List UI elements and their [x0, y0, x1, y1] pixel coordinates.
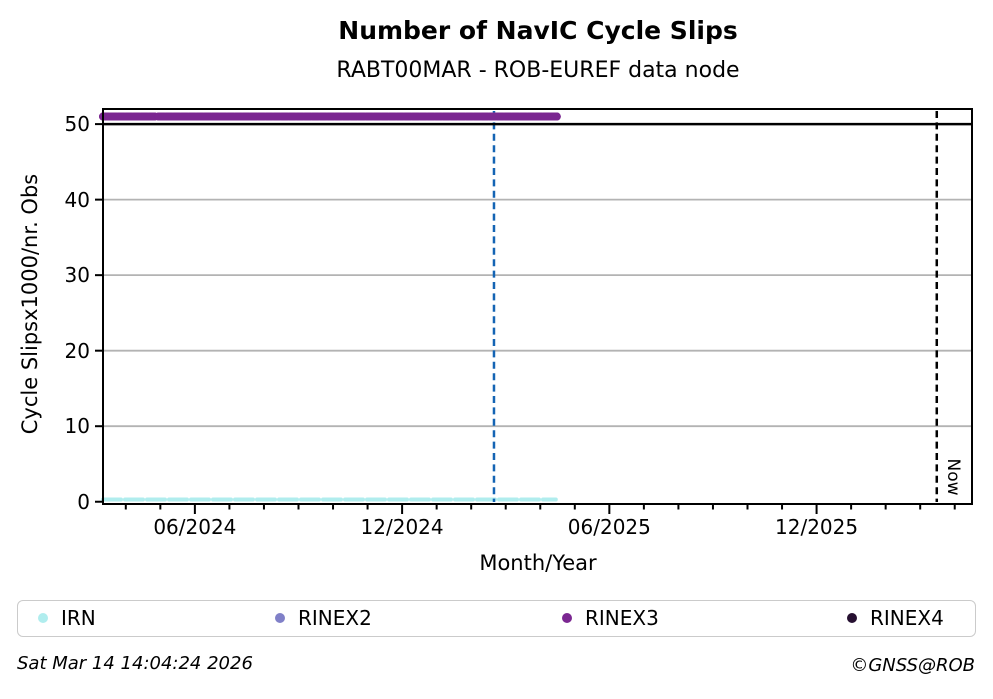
y-tick-label-0: 0 — [77, 489, 90, 514]
x-tick-label-06-2024: 06/2024 — [153, 515, 237, 539]
legend-label: RINEX3 — [585, 606, 659, 630]
legend-item-rinex3: RINEX3 — [562, 601, 659, 635]
y-tick-label-50: 50 — [64, 112, 90, 137]
legend: IRN RINEX2 RINEX3 RINEX4 — [17, 600, 976, 637]
y-tick-label-30: 30 — [64, 263, 90, 288]
y-tick-label-40: 40 — [64, 187, 90, 212]
copyright-label: ©GNSS@ROB — [850, 655, 975, 676]
x-tick-label-12-2024: 12/2024 — [360, 515, 444, 539]
chart-title: Number of NavIC Cycle Slips — [338, 16, 738, 45]
legend-marker-icon — [275, 613, 285, 623]
plot-border — [102, 108, 973, 505]
y-axis-label: Cycle Slipsx1000/nr. Obs — [18, 173, 42, 435]
legend-marker-icon — [847, 613, 857, 623]
legend-item-irn: IRN — [38, 601, 96, 635]
x-tick-label-06-2025: 06/2025 — [567, 515, 651, 539]
x-axis-label: Month/Year — [479, 551, 597, 575]
legend-label: RINEX4 — [870, 606, 944, 630]
legend-item-rinex4: RINEX4 — [847, 601, 944, 635]
chart-subtitle: RABT00MAR - ROB-EUREF data node — [336, 58, 740, 83]
legend-item-rinex2: RINEX2 — [275, 601, 372, 635]
legend-marker-icon — [562, 613, 572, 623]
legend-label: IRN — [61, 606, 96, 630]
legend-marker-icon — [38, 613, 48, 623]
y-tick-label-10: 10 — [64, 414, 90, 439]
y-tick-label-20: 20 — [64, 338, 90, 363]
x-tick-label-12-2025: 12/2025 — [775, 515, 859, 539]
plot-timestamp: Sat Mar 14 14:04:24 2026 — [17, 653, 253, 674]
now-annotation-label: Now — [943, 458, 963, 496]
legend-label: RINEX2 — [298, 606, 372, 630]
